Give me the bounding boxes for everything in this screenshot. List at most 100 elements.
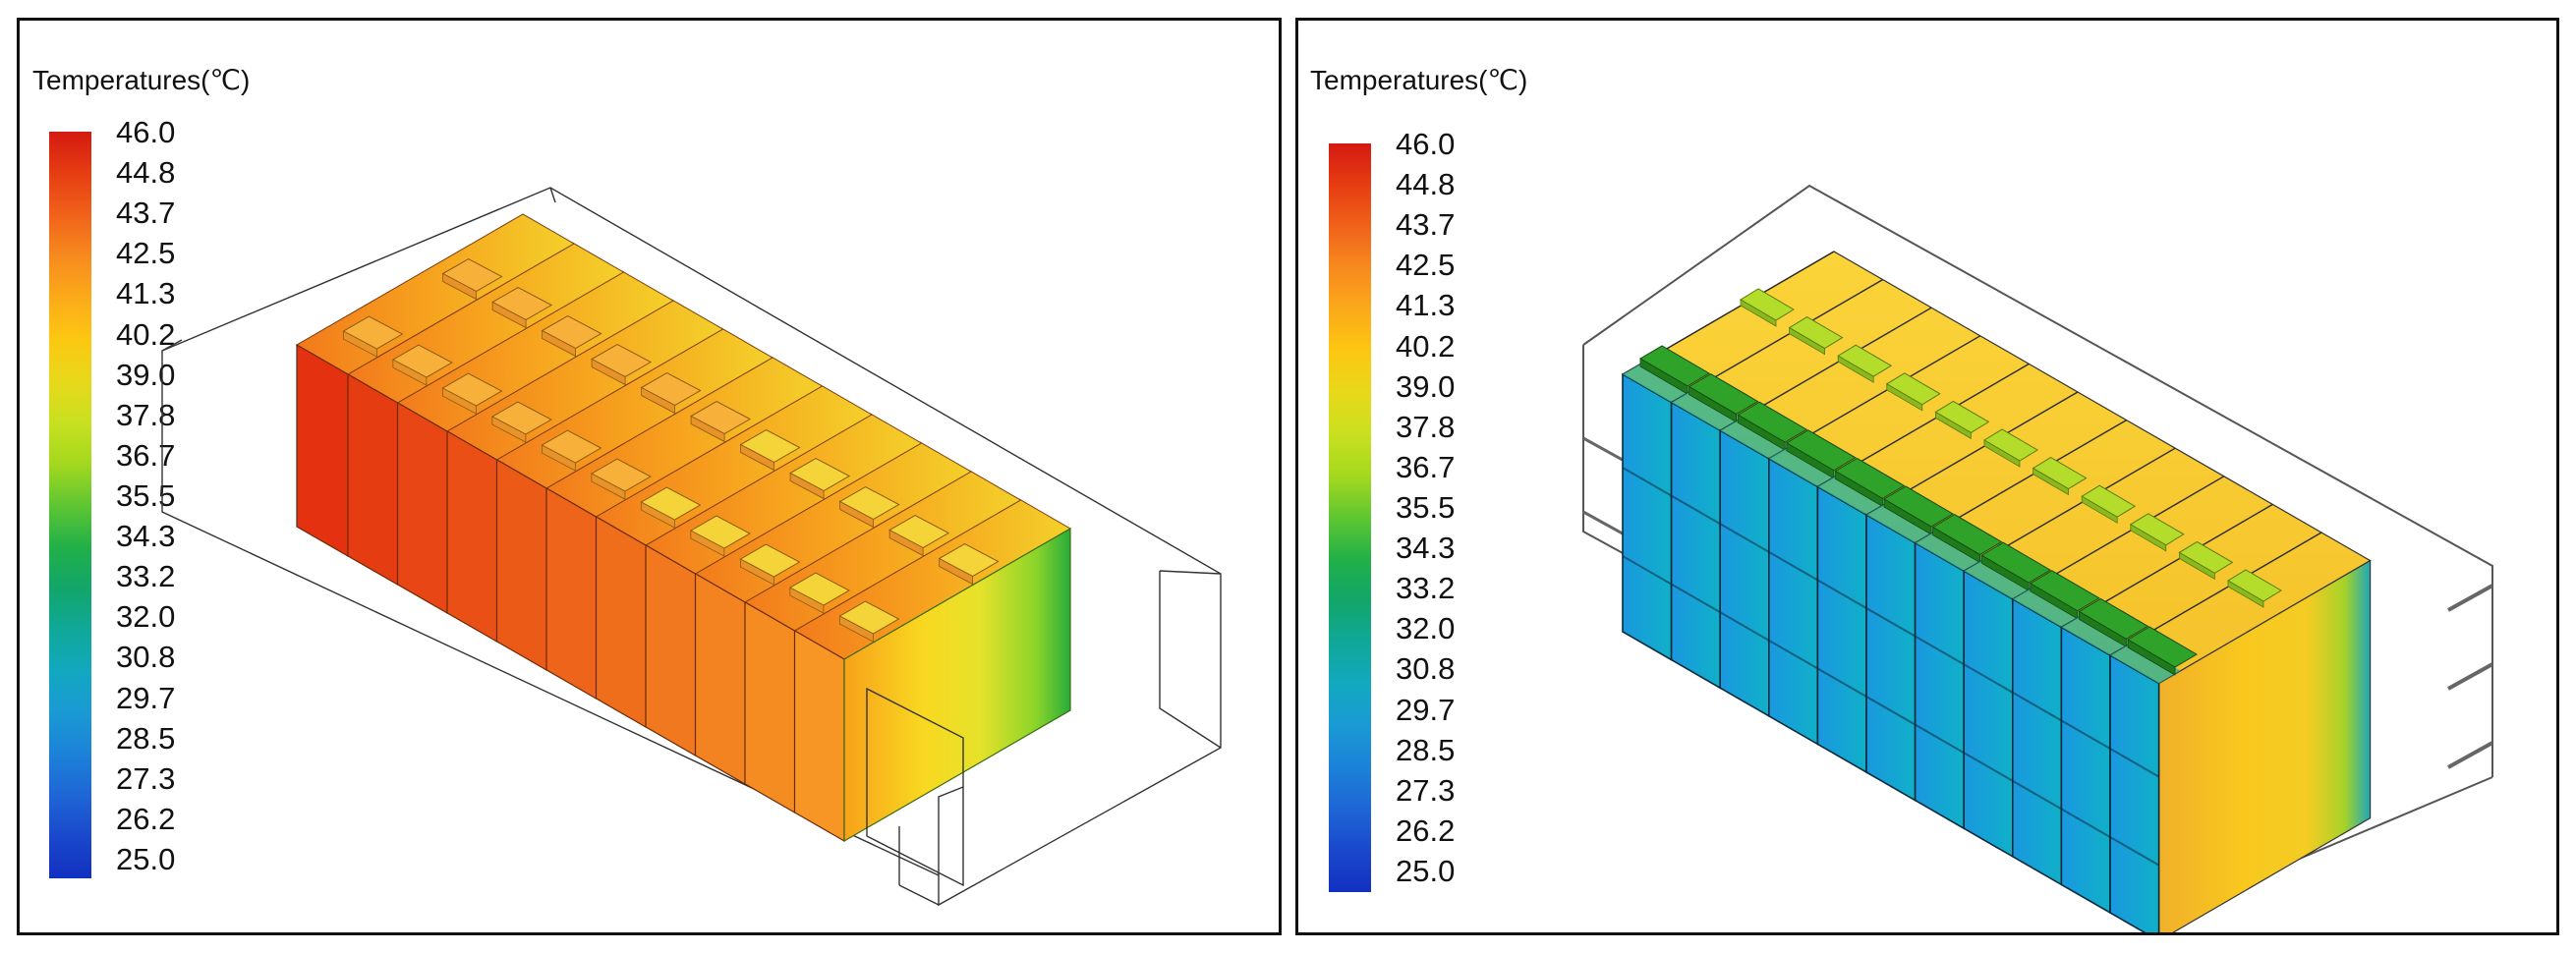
- cell-terminal-side: [441, 387, 477, 415]
- cell-terminal-side: [491, 416, 527, 443]
- cell-terminal-side: [839, 615, 874, 643]
- colorbar-tick-label: 32.0: [1396, 611, 1456, 646]
- colorbar-tick-label: 29.7: [116, 680, 176, 715]
- colorbar-tick-label: 44.8: [116, 155, 176, 191]
- enclosure-rail: [2447, 584, 2493, 769]
- cell-front-face: [296, 343, 349, 558]
- cell-terminal-side: [2179, 551, 2215, 581]
- cell-front-face: [742, 599, 796, 814]
- cell-top-cold-edge: [2012, 586, 2084, 628]
- cell-terminal-side: [1983, 439, 2021, 468]
- enclosure-wireframe: [866, 687, 964, 887]
- colorbar-tick-label: 41.3: [116, 276, 176, 311]
- colorbar-tick-label: 40.2: [116, 316, 176, 352]
- cell-front-face: [1963, 569, 2014, 859]
- cell-terminal-side: [839, 500, 874, 529]
- cell-front-face: [693, 571, 746, 786]
- cell-terminal-side: [591, 358, 626, 386]
- colorbar-tick-label: 46.0: [1396, 127, 1456, 161]
- cell-front-face: [444, 428, 498, 644]
- cell-terminal-side: [442, 272, 478, 301]
- cell-top-cold-edge: [2110, 643, 2181, 684]
- cell-terminal-side: [2081, 495, 2118, 524]
- colorbar-tick-label: 46.0: [116, 115, 176, 149]
- cell-terminal-side: [1886, 383, 1923, 412]
- cell-terminal-side: [789, 587, 825, 614]
- temperature-panel-right: Temperatures(℃) 46.0 44.8 43.7 42.5 41.3 40.2…: [1295, 18, 2559, 935]
- cell-top-cold-edge: [1720, 418, 1791, 459]
- enclosure-wireframe: [161, 187, 1222, 875]
- cell-top-cold-edge: [1964, 558, 2034, 599]
- colorbar-tick-label: 27.3: [1396, 772, 1456, 808]
- battery-module-right: [1582, 184, 2493, 932]
- temperature-panel-left: Temperatures(℃) 46.0 44.8 43.7 42.5 41.3 40.2…: [17, 18, 1282, 935]
- legend-title: Temperatures(℃): [1310, 65, 1528, 95]
- cell-front-face: [1670, 401, 1722, 690]
- cell-front-face: [494, 457, 547, 672]
- cell-terminal-side: [888, 529, 924, 557]
- colorbar-tick-label: 40.2: [1396, 328, 1456, 364]
- cell-top-cold-edge: [2061, 614, 2132, 655]
- colorbar-tick-label: 37.8: [1396, 409, 1456, 444]
- colorbar-tick-label: 29.7: [1396, 692, 1456, 727]
- colorbar-tick-label: 27.3: [116, 760, 176, 796]
- cell-top-cold-edge: [1671, 389, 1743, 431]
- cell-band: [1622, 467, 2160, 867]
- colorbar-tick-label: 28.5: [1396, 732, 1456, 767]
- cell-terminal-side: [392, 359, 428, 386]
- cell-top-cold-edge: [1817, 474, 1888, 515]
- cell-front-face: [792, 628, 845, 843]
- colorbar-tick-label: 34.3: [116, 519, 176, 554]
- colorbar-tick-label: 44.8: [1396, 167, 1456, 202]
- cell-terminal-side: [491, 301, 527, 329]
- cell-terminal-side: [641, 386, 675, 415]
- cell-group: [161, 187, 1222, 907]
- cell-terminal-side: [939, 557, 973, 586]
- cell-terminal-side: [690, 530, 725, 557]
- cell-terminal-side: [740, 558, 774, 586]
- colorbar-tick-label: 43.7: [116, 196, 176, 231]
- colorbar-tick-label: 26.2: [116, 801, 176, 836]
- enclosure-wireframe: [161, 187, 1222, 907]
- cell-terminal-side: [1837, 355, 1874, 383]
- colorbar-tick-label: 30.8: [1396, 651, 1456, 687]
- cell-front-face: [643, 542, 697, 757]
- cell-terminal-side: [690, 415, 725, 443]
- enclosure-wireframe: [898, 826, 940, 906]
- cell-front-face: [345, 371, 399, 587]
- cell-terminal-side: [789, 472, 825, 500]
- cell-terminal-side: [740, 443, 774, 472]
- cell-terminal-side: [542, 329, 576, 358]
- colorbar: [1329, 143, 1371, 892]
- cell-front-face: [1719, 428, 1770, 718]
- cell-terminal-side: [2127, 639, 2176, 676]
- colorbar-tick-label: 33.2: [1396, 571, 1456, 606]
- cell-terminal-side: [1789, 326, 1825, 356]
- colorbar-tick-label: 25.0: [1396, 854, 1456, 888]
- cell-group: [1582, 184, 2493, 932]
- cell-terminal-side: [342, 330, 377, 358]
- cell-top-cold-edge: [1768, 445, 1840, 487]
- cell-terminal-side: [2130, 524, 2167, 552]
- cell-front-face: [1914, 541, 1966, 830]
- colorbar-tick-label: 30.8: [116, 640, 176, 675]
- colorbar-tick-label: 33.2: [116, 559, 176, 594]
- colorbar-tick-label: 37.8: [116, 397, 176, 432]
- cell-terminal-side: [1740, 299, 1777, 327]
- cell-top-cold-edge: [1623, 362, 1693, 403]
- cell-front-face: [2109, 653, 2160, 932]
- cell-front-face: [544, 485, 598, 701]
- cell-terminal-side: [1935, 411, 1972, 440]
- cell-terminal-side: [2032, 467, 2069, 496]
- cell-terminal-side: [2227, 580, 2264, 608]
- cell-terminal-side: [542, 444, 576, 472]
- cell-front-face: [594, 514, 647, 729]
- cell-front-face: [1622, 372, 1673, 661]
- colorbar-tick-label: 43.7: [1396, 207, 1456, 243]
- colorbar-tick-label: 39.0: [116, 357, 176, 392]
- cell-terminal-side: [641, 501, 675, 529]
- colorbar-tick-label: 42.5: [116, 236, 176, 271]
- colorbar-tick-label: 34.3: [1396, 531, 1456, 566]
- cell-front-face: [1865, 513, 1917, 802]
- colorbar-tick-label: 32.0: [116, 599, 176, 635]
